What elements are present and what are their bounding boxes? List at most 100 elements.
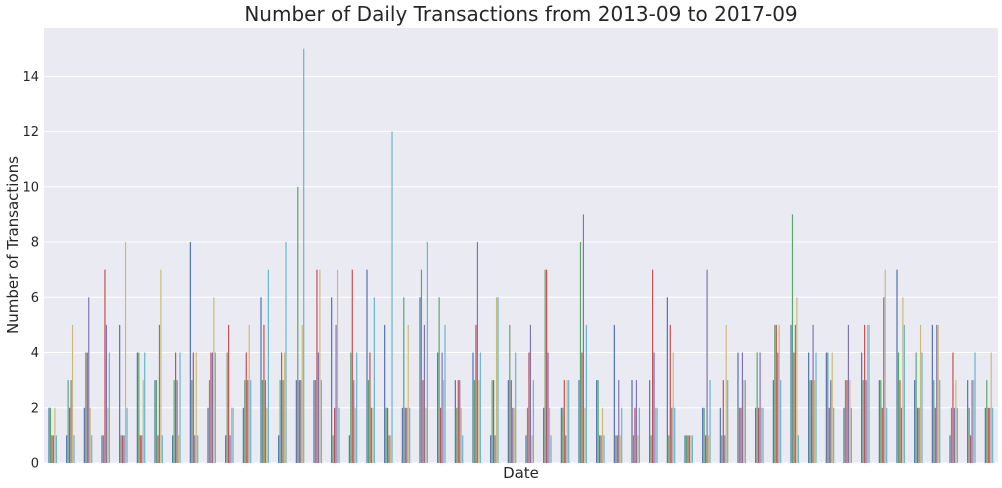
bar-46-3 [865,380,867,463]
bar-36-5 [691,435,693,463]
bar-47-1 [880,380,882,463]
bar-33-4 [637,435,639,463]
bar-41-0 [772,380,774,463]
bar-7-3 [176,380,178,463]
bar-12-3 [264,380,267,463]
bar-38-0 [719,407,721,463]
bar-4-5 [126,407,128,463]
bar-46-1 [862,380,864,463]
bar-21-3 [423,324,426,463]
bar-24-2 [475,324,477,463]
bar-41-5 [780,380,782,463]
bar-23-2 [457,380,459,463]
bar-51-4 [955,380,957,463]
bar-34-0 [649,380,651,463]
bar-24-1 [473,380,476,463]
bar-4-2 [122,435,124,463]
bar-5-1 [138,352,140,463]
bar-31-0 [596,380,598,463]
bar-35-5 [674,407,676,463]
bar-16-5 [338,407,340,463]
bar-27-3 [529,324,532,463]
bar-21-5 [426,242,428,463]
bar-31-1 [597,380,599,463]
bar-10-4 [230,407,233,463]
bar-8-5 [197,435,199,463]
bar-19-5 [391,131,393,464]
bar-33-5 [638,407,640,463]
bar-46-2 [864,324,866,463]
bar-51-0 [949,435,951,463]
bar-43-0 [808,352,810,463]
bar-37-5 [709,380,711,463]
bar-37-1 [703,407,705,463]
bar-27-2 [528,352,530,463]
bar-39-1 [738,407,741,463]
bar-14-4 [301,324,303,463]
plot-background [44,28,998,463]
bar-40-4 [760,407,763,463]
bar-13-2 [281,352,283,463]
bar-38-2 [722,380,724,463]
bar-36-4 [690,435,692,463]
bar-38-3 [724,435,726,463]
bar-32-4 [619,435,621,463]
bar-31-4 [601,407,604,463]
bar-26-4 [513,407,515,463]
bar-30-4 [584,407,586,463]
bar-11-1 [244,380,246,463]
y-tick-label-6: 12 [22,125,39,140]
bar-34-5 [656,407,658,463]
bar-13-3 [282,380,284,463]
bar-20-5 [409,407,411,463]
bar-8-4 [195,352,197,463]
bar-45-3 [847,324,850,463]
bar-52-3 [971,380,973,463]
bar-27-5 [532,380,534,463]
bar-17-0 [348,435,350,463]
bar-47-2 [881,407,883,463]
bar-28-4 [548,407,551,463]
bar-16-1 [332,435,334,463]
bar-46-0 [861,352,863,463]
bar-30-2 [581,352,583,463]
bar-4-4 [124,242,127,463]
bar-20-1 [403,297,405,463]
bar-0-5 [55,435,57,463]
bar-32-3 [618,380,620,463]
bar-44-2 [828,407,830,463]
bar-49-1 [915,352,917,463]
bar-45-1 [844,380,847,463]
bar-0-1 [49,407,52,463]
bar-40-0 [755,407,757,463]
bar-19-2 [387,407,389,463]
bar-0-2 [51,435,53,463]
bar-2-4 [89,407,91,463]
bar-50-3 [936,324,938,463]
bar-43-4 [813,380,816,463]
bar-41-3 [777,352,779,463]
bar-14-0 [295,380,297,463]
bar-9-4 [213,297,215,463]
y-tick-label-0: 0 [31,457,39,472]
bar-24-5 [479,352,481,463]
bar-29-0 [560,407,562,463]
bar-1-1 [67,380,69,463]
bar-29-2 [563,380,565,463]
bar-39-2 [740,407,742,463]
bar-50-4 [937,324,939,463]
bar-5-3 [141,435,143,463]
bar-53-3 [989,407,991,463]
bar-35-0 [666,297,668,463]
bar-2-1 [85,352,87,463]
bar-24-3 [476,242,479,463]
bar-31-5 [603,435,605,463]
bar-6-1 [155,380,158,463]
bar-16-3 [335,324,337,463]
bar-6-5 [161,435,163,463]
bar-29-3 [565,435,567,463]
bar-53-5 [992,407,994,463]
bar-19-4 [389,435,392,463]
bar-36-0 [684,435,686,463]
bar-44-1 [827,352,829,463]
